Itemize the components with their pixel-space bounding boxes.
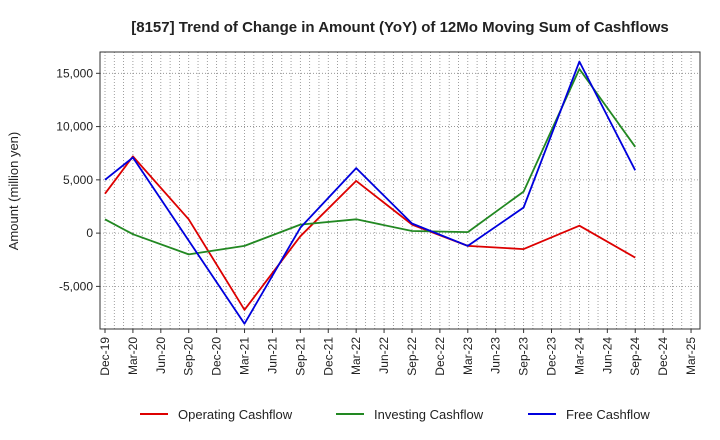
legend-label: Operating Cashflow — [178, 407, 293, 422]
x-tick-label: Sep-21 — [293, 337, 307, 376]
x-tick-label: Mar-21 — [238, 337, 252, 375]
x-tick-label: Jun-24 — [600, 337, 614, 374]
y-tick-label: -5,000 — [59, 279, 93, 293]
y-tick-label: 15,000 — [56, 66, 93, 80]
plot-area — [100, 52, 700, 329]
series-line-operating-cashflow — [104, 155, 636, 311]
x-tick-label: Mar-22 — [349, 337, 363, 375]
x-tick-label: Mar-20 — [126, 337, 140, 375]
y-axis-ticks: -5,000 0 5,000 10,000 15,000 — [56, 66, 100, 293]
series-line-investing-cashflow — [104, 68, 636, 256]
x-tick-label: Jun-23 — [489, 337, 503, 374]
series-line-free-cashflow — [104, 60, 637, 325]
y-tick-label: 0 — [86, 226, 93, 240]
x-tick-label: Dec-24 — [656, 337, 670, 376]
x-tick-label: Dec-19 — [98, 337, 112, 376]
series-layer — [104, 60, 637, 325]
x-tick-label: Dec-22 — [433, 337, 447, 376]
chart-title: [8157] Trend of Change in Amount (YoY) o… — [131, 19, 669, 36]
x-tick-label: Mar-24 — [572, 337, 586, 375]
y-tick-label: 10,000 — [56, 120, 93, 134]
grid — [100, 52, 700, 329]
legend: Operating Cashflow Investing Cashflow Free… — [140, 407, 650, 422]
x-tick-label: Dec-21 — [321, 337, 335, 376]
y-tick-label: 5,000 — [63, 173, 93, 187]
x-tick-label: Sep-22 — [405, 337, 419, 376]
x-tick-label: Jun-20 — [154, 337, 168, 374]
y-axis-label: Amount (million yen) — [6, 132, 21, 251]
legend-label: Free Cashflow — [566, 407, 650, 422]
x-tick-label: Sep-20 — [182, 337, 196, 376]
x-tick-label: Dec-23 — [545, 337, 559, 376]
x-tick-label: Jun-21 — [265, 337, 279, 374]
x-tick-label: Mar-23 — [461, 337, 475, 375]
x-tick-label: Jun-22 — [377, 337, 391, 374]
plot-border — [99, 51, 701, 330]
x-tick-label: Sep-23 — [517, 337, 531, 376]
legend-label: Investing Cashflow — [374, 407, 484, 422]
x-tick-label: Mar-25 — [684, 337, 698, 375]
x-tick-label: Sep-24 — [628, 337, 642, 376]
x-axis-ticks: Dec-19 Mar-20 Jun-20 Sep-20 Dec-20 Mar-21 Jun-… — [98, 329, 698, 376]
x-tick-label: Dec-20 — [210, 337, 224, 376]
